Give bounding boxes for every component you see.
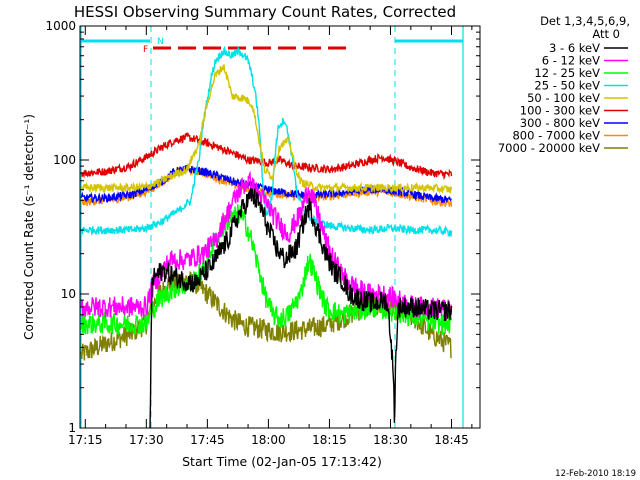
series-line-4 <box>80 64 453 194</box>
legend-label-5: 100 - 300 keV <box>520 104 600 118</box>
series-line-3 <box>80 45 453 238</box>
x-tick-label-5: 18:30 <box>373 433 408 447</box>
y-tick-label-0: 1 <box>68 421 76 435</box>
y-tick-label-3: 1000 <box>45 19 76 33</box>
legend-header-line-2: Att 0 <box>592 27 620 41</box>
night-flag-label: N <box>157 37 164 47</box>
chart-title: HESSI Observing Summary Count Rates, Cor… <box>74 3 456 21</box>
x-tick-label-1: 17:30 <box>129 433 164 447</box>
legend-label-4: 50 - 100 keV <box>527 91 600 105</box>
x-axis-label: Start Time (02-Jan-05 17:13:42) <box>182 454 382 469</box>
flare-flag-label: F <box>143 45 148 55</box>
y-tick-label-2: 100 <box>53 153 76 167</box>
legend-label-0: 3 - 6 keV <box>549 41 600 55</box>
legend-label-3: 25 - 50 keV <box>534 79 600 93</box>
legend-label-1: 6 - 12 keV <box>542 54 600 68</box>
x-tick-label-4: 18:15 <box>312 433 347 447</box>
axes: 1 10 100 1000 17:15 17:30 17:45 18:00 18:15 18:30… <box>45 19 480 447</box>
x-tick-label-6: 18:45 <box>434 433 469 447</box>
series-line-0 <box>149 188 453 428</box>
plot-area: NF <box>80 26 464 428</box>
legend-header-line-1: Det 1,3,4,5,6,9, <box>540 14 630 28</box>
legend-label-7: 800 - 7000 keV <box>512 129 600 143</box>
legend-label-6: 300 - 800 keV <box>520 116 600 130</box>
series-line-5 <box>81 131 453 180</box>
legend-label-2: 12 - 25 keV <box>534 66 600 80</box>
timestamp: 12-Feb-2010 18:19 <box>555 469 636 479</box>
y-axis-label: Corrected Count Rate (s⁻¹ detector⁻¹) <box>22 114 36 340</box>
x-tick-label-2: 17:45 <box>190 433 225 447</box>
plot-frame <box>79 25 481 429</box>
legend-label-8: 7000 - 20000 keV <box>498 141 600 155</box>
x-tick-label-0: 17:15 <box>68 433 103 447</box>
x-tick-label-3: 18:00 <box>251 433 286 447</box>
series-line-1 <box>80 170 452 321</box>
series-line-2 <box>80 204 453 336</box>
y-tick-label-1: 10 <box>61 287 76 301</box>
